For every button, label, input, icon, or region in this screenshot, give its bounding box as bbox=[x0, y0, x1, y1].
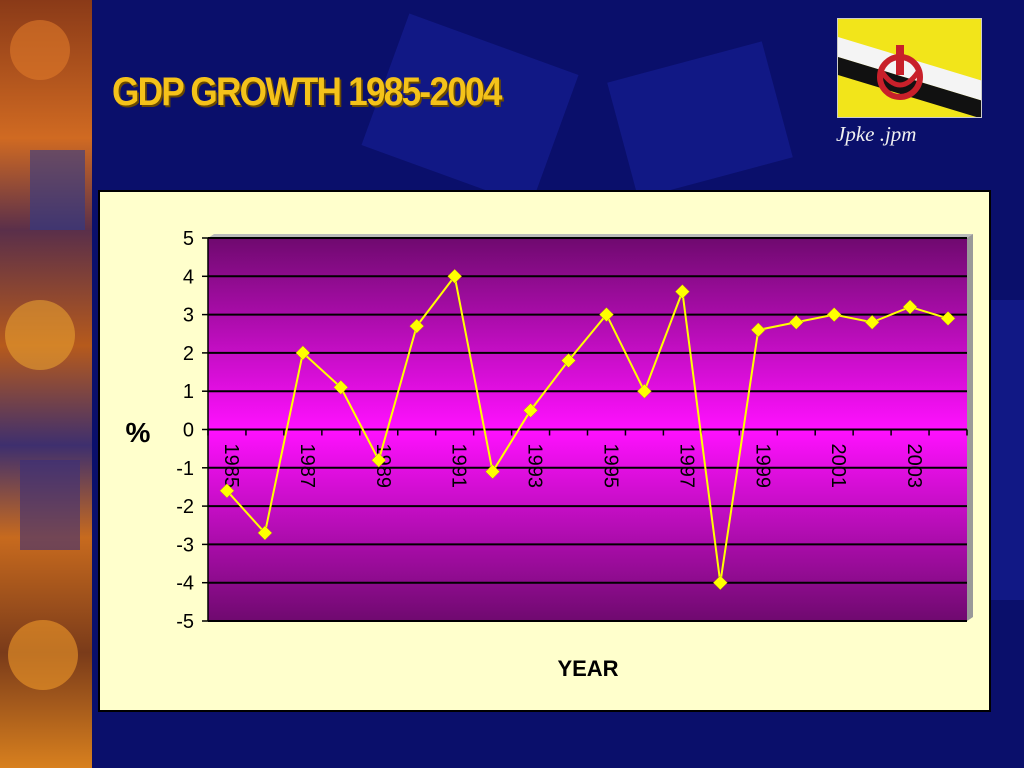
y-tick-label: 0 bbox=[183, 420, 194, 442]
x-axis-label: YEAR bbox=[557, 656, 618, 681]
y-tick-label: 2 bbox=[183, 343, 194, 365]
x-tick-label: 1991 bbox=[448, 444, 470, 489]
data-point bbox=[523, 402, 538, 418]
data-point bbox=[826, 307, 842, 322]
data-point bbox=[675, 284, 690, 299]
data-point bbox=[333, 380, 349, 395]
data-point bbox=[295, 345, 311, 361]
data-point bbox=[599, 307, 614, 322]
strip-gear-shape bbox=[8, 620, 78, 690]
x-tick-label: 1997 bbox=[675, 444, 697, 489]
y-tick-label: 1 bbox=[183, 381, 194, 403]
data-point bbox=[637, 383, 652, 399]
data-point bbox=[409, 318, 425, 334]
y-tick-label: 3 bbox=[183, 305, 194, 327]
data-point bbox=[902, 299, 918, 315]
data-point bbox=[219, 483, 235, 499]
brunei-flag-icon bbox=[837, 18, 982, 118]
data-point bbox=[864, 314, 880, 330]
data-point bbox=[750, 322, 766, 338]
background-gear-shape bbox=[607, 41, 793, 199]
strip-gear-shape bbox=[10, 20, 70, 80]
x-tick-label: 1999 bbox=[751, 444, 773, 489]
series-line bbox=[226, 273, 949, 583]
data-point bbox=[485, 464, 500, 479]
slide-title: GDP GROWTH 1985-2004 bbox=[112, 70, 502, 114]
y-tick-label: 5 bbox=[183, 228, 194, 250]
data-point bbox=[788, 314, 804, 330]
strip-gear-shape bbox=[20, 460, 80, 550]
y-tick-label: -1 bbox=[176, 458, 194, 480]
y-tick-label: 4 bbox=[183, 266, 194, 288]
x-tick-label: 1995 bbox=[599, 444, 621, 488]
y-axis-label: % bbox=[126, 417, 151, 448]
image-caption: Jpke .jpm bbox=[836, 122, 917, 146]
y-tick-label: -4 bbox=[176, 573, 194, 595]
data-point bbox=[712, 575, 728, 591]
x-tick-label: 1993 bbox=[524, 444, 546, 489]
strip-gear-shape bbox=[5, 300, 75, 370]
decorative-gear-strip bbox=[0, 0, 92, 768]
strip-gear-shape bbox=[30, 150, 85, 230]
plot-side-edge bbox=[967, 234, 973, 621]
x-tick-label: 1985 bbox=[220, 444, 242, 489]
x-tick-label: 2003 bbox=[903, 444, 925, 489]
x-tick-label: 2001 bbox=[827, 444, 849, 489]
y-tick-label: -5 bbox=[176, 611, 194, 633]
y-tick-label: -2 bbox=[176, 496, 194, 518]
gdp-line-chart: 5 4 3 2 1 0 -1 -2 -3 -4 -5 1985 1987 1989 1991 1993 1995… bbox=[126, 228, 973, 681]
x-tick-label: 1989 bbox=[372, 444, 394, 489]
chart-panel: 5 4 3 2 1 0 -1 -2 -3 -4 -5 1985 1987 1989 1991 1993 1995… bbox=[98, 190, 991, 712]
data-point bbox=[561, 353, 576, 368]
y-tick-label: -3 bbox=[176, 534, 194, 556]
data-point bbox=[940, 311, 956, 326]
data-point bbox=[257, 525, 273, 541]
x-tick-label: 1987 bbox=[296, 444, 318, 489]
data-point bbox=[371, 452, 387, 468]
data-point bbox=[447, 268, 463, 284]
